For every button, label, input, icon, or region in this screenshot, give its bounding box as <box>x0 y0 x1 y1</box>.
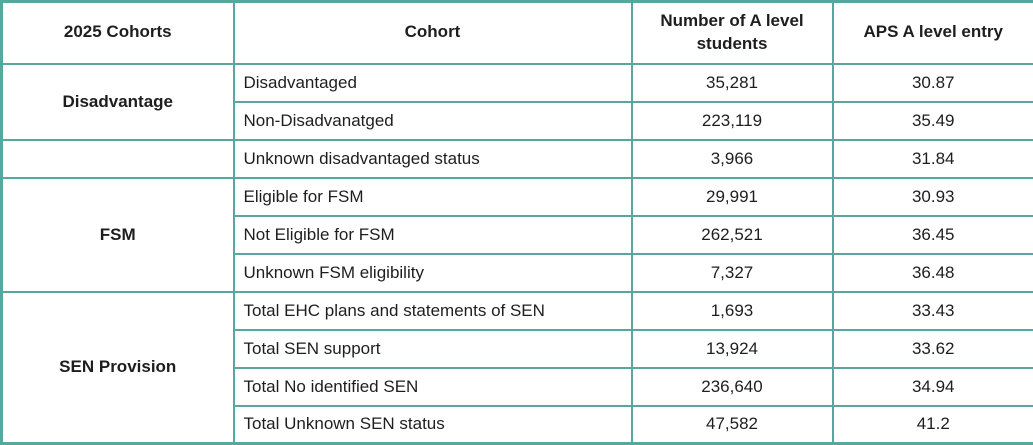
cohort-cell: Unknown FSM eligibility <box>234 254 632 292</box>
students-count-cell: 3,966 <box>632 140 833 178</box>
cohort-cell: Not Eligible for FSM <box>234 216 632 254</box>
group-label-cell <box>2 140 234 178</box>
cohort-cell: Disadvantaged <box>234 64 632 102</box>
group-label-cell: FSM <box>2 178 234 292</box>
aps-entry-cell: 36.45 <box>833 216 1033 254</box>
aps-entry-cell: 30.87 <box>833 64 1033 102</box>
aps-entry-cell: 36.48 <box>833 254 1033 292</box>
group-label-cell: Disadvantage <box>2 64 234 140</box>
cohort-cell: Total SEN support <box>234 330 632 368</box>
cohort-cell: Eligible for FSM <box>234 178 632 216</box>
students-count-cell: 223,119 <box>632 102 833 140</box>
students-count-cell: 1,693 <box>632 292 833 330</box>
cohort-cell: Total No identified SEN <box>234 368 632 406</box>
students-count-cell: 236,640 <box>632 368 833 406</box>
cohort-cell: Unknown disadvantaged status <box>234 140 632 178</box>
students-count-cell: 35,281 <box>632 64 833 102</box>
col-header-cohort: Cohort <box>234 2 632 64</box>
cohort-cell: Total Unknown SEN status <box>234 406 632 444</box>
aps-entry-cell: 35.49 <box>833 102 1033 140</box>
cohort-cell: Non-Disadvanatged <box>234 102 632 140</box>
header-row: 2025 Cohorts Cohort Number of A level st… <box>2 2 1033 64</box>
group-label-cell: SEN Provision <box>2 292 234 444</box>
students-count-cell: 13,924 <box>632 330 833 368</box>
students-count-cell: 47,582 <box>632 406 833 444</box>
students-count-cell: 7,327 <box>632 254 833 292</box>
aps-entry-cell: 34.94 <box>833 368 1033 406</box>
students-count-cell: 29,991 <box>632 178 833 216</box>
aps-entry-cell: 33.62 <box>833 330 1033 368</box>
aps-entry-cell: 30.93 <box>833 178 1033 216</box>
aps-entry-cell: 33.43 <box>833 292 1033 330</box>
col-header-number-of-a-level-students: Number of A level students <box>632 2 833 64</box>
cohort-cell: Total EHC plans and statements of SEN <box>234 292 632 330</box>
col-header-aps-a-level-entry: APS A level entry <box>833 2 1033 64</box>
aps-entry-cell: 31.84 <box>833 140 1033 178</box>
col-header-2025-cohorts: 2025 Cohorts <box>2 2 234 64</box>
students-count-cell: 262,521 <box>632 216 833 254</box>
aps-entry-cell: 41.2 <box>833 406 1033 444</box>
